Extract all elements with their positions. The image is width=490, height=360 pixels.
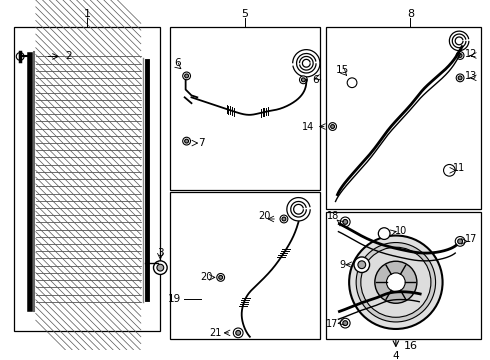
Bar (36, 54, 139, 300)
Circle shape (236, 330, 241, 335)
Circle shape (299, 76, 307, 84)
Text: 20: 20 (200, 273, 212, 282)
Circle shape (343, 321, 348, 325)
Circle shape (354, 257, 369, 273)
Bar (170, 192, 320, 339)
Circle shape (458, 76, 462, 80)
Bar (326, 27, 481, 209)
Circle shape (185, 139, 189, 143)
Text: 12: 12 (465, 49, 477, 59)
Circle shape (455, 237, 465, 246)
Circle shape (349, 235, 442, 329)
Text: 17: 17 (326, 319, 339, 329)
Bar (14, 27, 160, 331)
Text: 1: 1 (84, 9, 91, 19)
Text: 14: 14 (302, 122, 315, 131)
Text: 5: 5 (242, 9, 248, 19)
Text: 20: 20 (258, 211, 270, 221)
Circle shape (301, 78, 305, 82)
Text: 8: 8 (407, 9, 414, 19)
Text: 21: 21 (210, 328, 222, 338)
Text: 16: 16 (403, 341, 417, 351)
Circle shape (343, 220, 348, 224)
Text: 13: 13 (465, 71, 477, 81)
Circle shape (356, 243, 436, 322)
Circle shape (183, 72, 191, 80)
Text: 2: 2 (66, 51, 72, 62)
Text: 18: 18 (326, 211, 339, 221)
Text: 9: 9 (339, 260, 345, 270)
Text: 15: 15 (336, 65, 349, 75)
Circle shape (458, 54, 462, 58)
Circle shape (217, 274, 224, 281)
Circle shape (341, 217, 350, 227)
Circle shape (331, 125, 335, 129)
Text: 3: 3 (157, 248, 164, 258)
Circle shape (387, 273, 405, 292)
Circle shape (183, 137, 191, 145)
Text: 4: 4 (392, 351, 399, 360)
Text: 7: 7 (198, 138, 204, 148)
Text: 17: 17 (465, 234, 477, 244)
Circle shape (347, 78, 357, 87)
Circle shape (282, 217, 286, 221)
Circle shape (456, 51, 464, 59)
Circle shape (153, 261, 167, 274)
Bar (326, 212, 481, 339)
Text: 19: 19 (167, 294, 181, 304)
Circle shape (375, 261, 417, 303)
Circle shape (16, 53, 24, 60)
Text: 6: 6 (313, 75, 319, 85)
Circle shape (185, 74, 189, 78)
Circle shape (329, 123, 337, 130)
Circle shape (341, 318, 350, 328)
Circle shape (443, 165, 455, 176)
Text: 11: 11 (453, 163, 465, 174)
Circle shape (361, 247, 431, 317)
Text: 10: 10 (394, 226, 407, 236)
Circle shape (378, 228, 390, 239)
Circle shape (456, 74, 464, 82)
Bar (170, 27, 320, 190)
Circle shape (233, 328, 243, 338)
Circle shape (458, 239, 463, 244)
Circle shape (358, 261, 366, 269)
Circle shape (280, 215, 288, 223)
Text: 6: 6 (174, 58, 181, 68)
Circle shape (219, 275, 222, 279)
Circle shape (157, 264, 164, 271)
